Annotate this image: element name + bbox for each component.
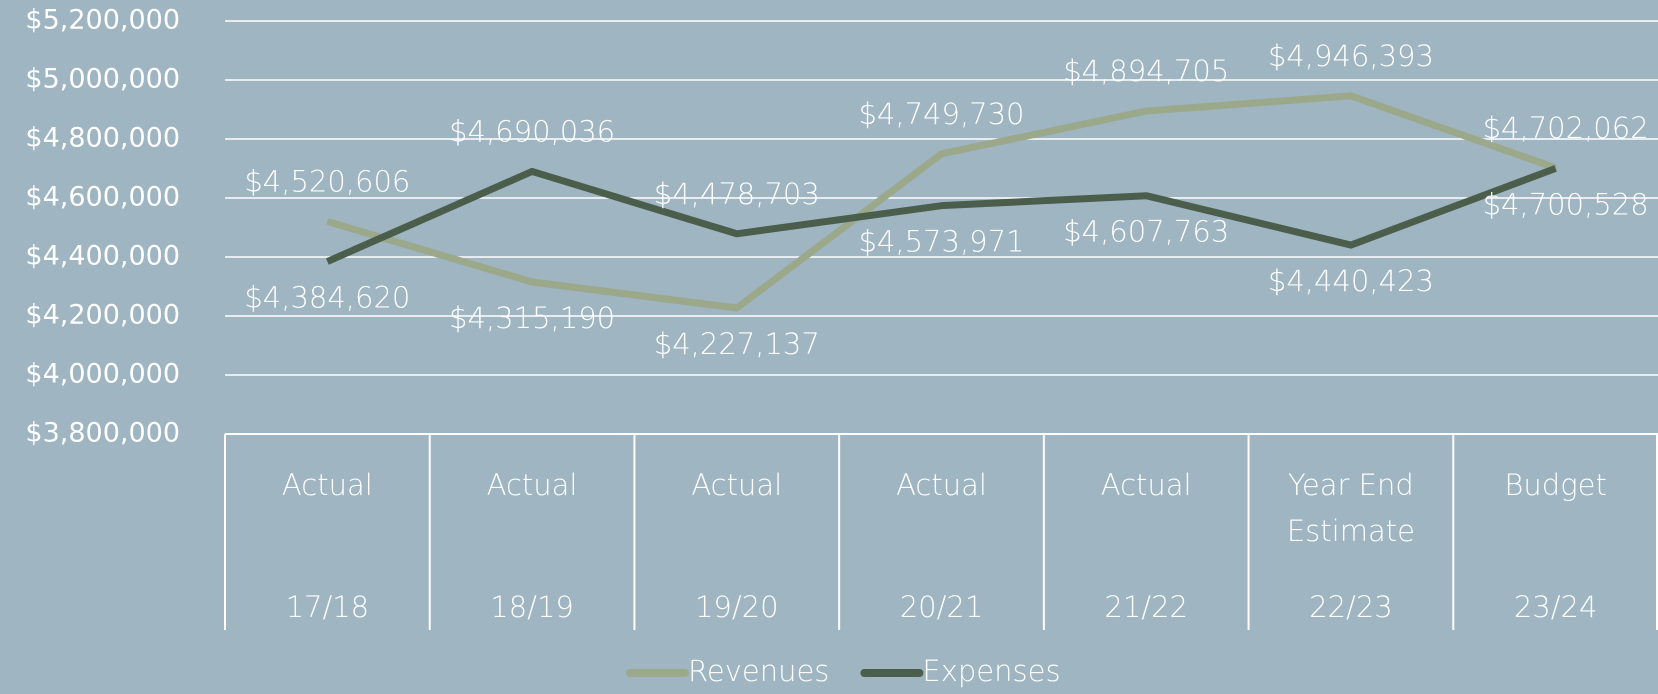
data-label: $4,690,036 (449, 114, 615, 148)
series-line (325, 165, 1557, 265)
x-tick-label: 17/18 (285, 590, 370, 624)
data-label: $4,573,971 (858, 225, 1024, 259)
data-label: $4,315,190 (449, 301, 615, 335)
x-tick-label: 20/21 (899, 590, 984, 624)
data-label: $4,749,730 (858, 97, 1024, 131)
y-tick-label: $4,600,000 (25, 182, 180, 213)
y-tick-label: $5,200,000 (25, 5, 180, 36)
x-tick-label: 22/23 (1309, 590, 1393, 624)
category-group-label: Budget (1504, 468, 1607, 502)
x-tick-label: 19/20 (694, 590, 779, 624)
y-tick-label: $4,000,000 (25, 359, 180, 390)
category-group-label: Actual (281, 468, 373, 502)
data-label: $4,702,062 (1483, 111, 1649, 145)
x-tick-label: 23/24 (1513, 590, 1598, 624)
series-line (326, 92, 1557, 312)
data-label: $4,440,423 (1268, 264, 1434, 298)
legend-label: Expenses (922, 654, 1060, 688)
data-label: $4,478,703 (654, 177, 820, 211)
y-tick-label: $4,200,000 (25, 300, 180, 331)
category-group-label: Actual (486, 468, 578, 502)
data-label: $4,384,620 (244, 281, 410, 315)
y-tick-label: $5,000,000 (25, 64, 180, 95)
data-label: $4,227,137 (654, 327, 820, 361)
legend-label: Revenues (688, 654, 829, 688)
x-tick-label: 21/22 (1104, 590, 1188, 624)
data-label: $4,607,763 (1063, 215, 1229, 249)
category-group-label: Actual (896, 468, 987, 502)
data-label: $4,700,528 (1483, 187, 1649, 221)
category-group-label: Actual (691, 468, 783, 502)
category-group-label: Year End Estimate (1286, 468, 1415, 548)
data-label: $4,520,606 (244, 164, 410, 198)
data-label: $4,946,393 (1268, 39, 1434, 73)
data-label: $4,894,705 (1063, 54, 1229, 88)
y-tick-label: $3,800,000 (25, 418, 180, 449)
y-tick-label: $4,800,000 (25, 123, 180, 154)
x-tick-label: 18/19 (490, 590, 574, 624)
category-group-label: Actual (1100, 468, 1192, 502)
y-tick-label: $4,400,000 (25, 241, 180, 272)
